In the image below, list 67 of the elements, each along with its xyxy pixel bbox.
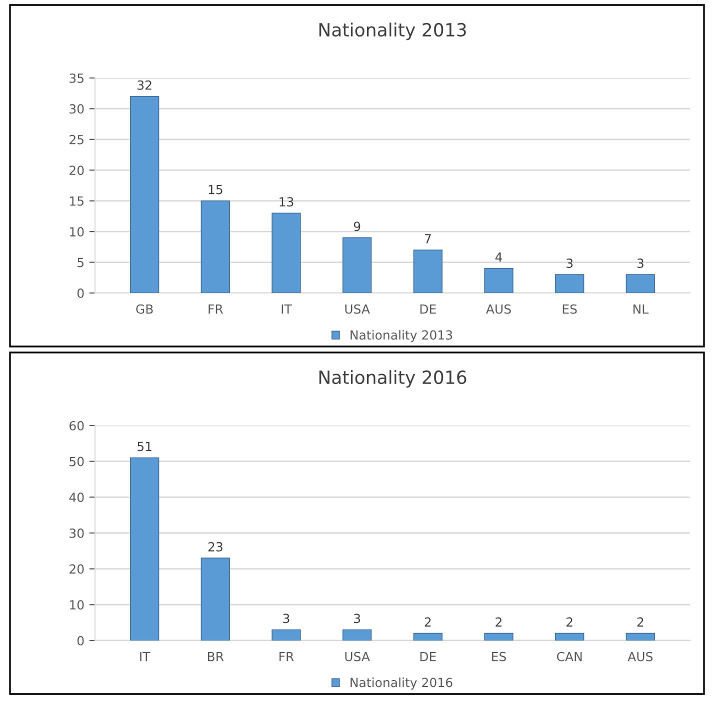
data-label: 15 <box>208 184 222 194</box>
data-label: 32 <box>138 80 152 90</box>
bar <box>484 632 514 640</box>
x-tick-label: IT <box>140 652 150 662</box>
data-label: 2 <box>566 617 572 627</box>
bar <box>200 200 230 293</box>
y-tick-label: 25 <box>70 134 84 144</box>
x-tick-label: AUS <box>628 652 653 662</box>
y-tick-label: 15 <box>70 196 84 206</box>
data-label: 23 <box>208 542 222 552</box>
data-label: 3 <box>637 258 644 268</box>
x-tick-label: AUS <box>486 304 511 314</box>
x-tick-label: ES <box>492 652 506 662</box>
y-tick-label: 30 <box>70 528 84 538</box>
chart-title: Nationality 2016 <box>319 370 466 388</box>
bar <box>130 457 160 640</box>
y-tick-label: 10 <box>70 600 84 610</box>
chart-title: Nationality 2013 <box>319 22 466 40</box>
x-tick-label: USA <box>345 304 370 314</box>
bar <box>200 558 230 640</box>
data-label: 51 <box>138 442 152 452</box>
data-label: 3 <box>354 614 360 624</box>
bar <box>272 629 301 640</box>
data-label: 9 <box>354 222 360 232</box>
x-tick-label: GB <box>136 304 153 314</box>
legend-label: Nationality 2013 <box>350 330 452 342</box>
y-tick-label: 5 <box>78 258 84 268</box>
x-tick-label: FR <box>280 652 294 662</box>
bar <box>130 96 160 293</box>
y-tick-label: 60 <box>70 420 84 430</box>
bar <box>554 632 584 640</box>
bar <box>342 629 372 640</box>
x-tick-label: DE <box>420 652 436 662</box>
bar <box>484 268 514 293</box>
data-label: 2 <box>424 617 431 627</box>
data-label: 3 <box>283 614 290 624</box>
x-tick-label: CAN <box>556 652 582 662</box>
y-tick-label: 0 <box>77 288 84 298</box>
x-tick-label: FR <box>208 304 223 314</box>
bar <box>626 632 656 640</box>
y-tick-label: 10 <box>70 227 84 236</box>
bar <box>272 212 301 293</box>
y-tick-label: 20 <box>70 564 84 574</box>
x-tick-label: NL <box>633 304 649 314</box>
data-label: 7 <box>424 234 431 244</box>
legend-label: Nationality 2016 <box>350 678 452 690</box>
y-tick-label: 20 <box>70 166 84 176</box>
bar <box>626 274 656 293</box>
data-label: 2 <box>496 617 502 627</box>
data-label: 3 <box>566 258 573 268</box>
x-tick-label: USA <box>345 652 370 662</box>
y-tick-label: 50 <box>70 456 84 466</box>
y-tick-label: 30 <box>70 104 84 114</box>
bar <box>342 237 372 293</box>
bar <box>413 632 443 640</box>
bar <box>554 274 584 293</box>
x-tick-label: IT <box>282 304 292 314</box>
data-label: 2 <box>637 617 644 627</box>
x-tick-label: DE <box>420 304 436 314</box>
y-tick-label: 35 <box>70 73 84 83</box>
bar <box>413 250 443 293</box>
x-tick-label: ES <box>562 304 577 314</box>
data-label: 4 <box>495 252 502 262</box>
y-tick-label: 40 <box>69 492 84 502</box>
x-tick-label: BR <box>208 652 224 662</box>
data-label: 13 <box>280 197 294 207</box>
y-tick-label: 0 <box>77 636 84 646</box>
